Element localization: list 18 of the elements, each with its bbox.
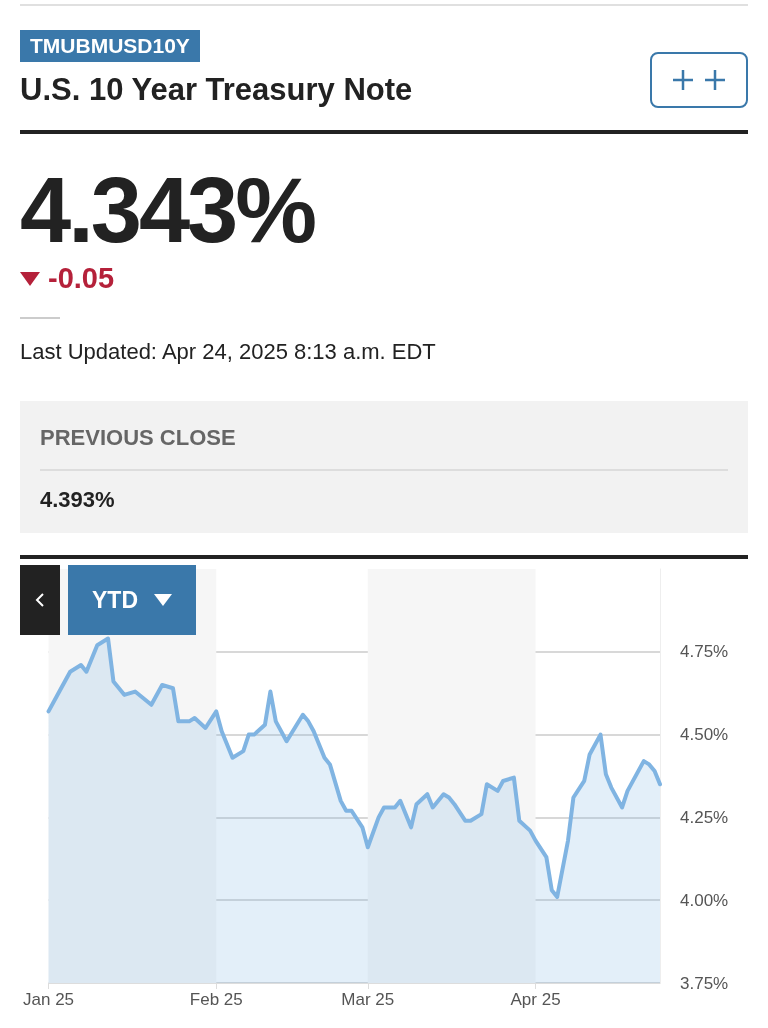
y-tick-label: 4.25% xyxy=(680,807,729,827)
text: 4.343% xyxy=(20,159,316,261)
y-tick-label: 4.50% xyxy=(680,725,729,745)
chart-title: U.S. 10 Year Treasury Note xyxy=(20,72,413,108)
y-tick-label: 4.00% xyxy=(680,890,729,910)
x-tick-label: Jan 25 xyxy=(23,990,75,1009)
y-tick-label: 3.75% xyxy=(680,973,729,993)
x-tick-label: Mar 25 xyxy=(341,990,395,1009)
annotation: YTD xyxy=(92,586,138,614)
x-tick-label: Apr 25 xyxy=(510,990,561,1009)
text: PREVIOUS CLOSE xyxy=(40,425,728,471)
text: Last Updated: Apr 24, 2025 8:13 a.m. EDT xyxy=(20,339,437,365)
y-tick-label: 4.75% xyxy=(680,642,729,662)
x-tick-label: Feb 25 xyxy=(189,990,243,1009)
dropdown-button: YTD xyxy=(68,565,196,635)
text: -0.05 xyxy=(48,262,115,295)
text: 4.393% xyxy=(40,487,116,513)
chart-subtitle: TMUBMUSD10Y xyxy=(20,30,200,62)
